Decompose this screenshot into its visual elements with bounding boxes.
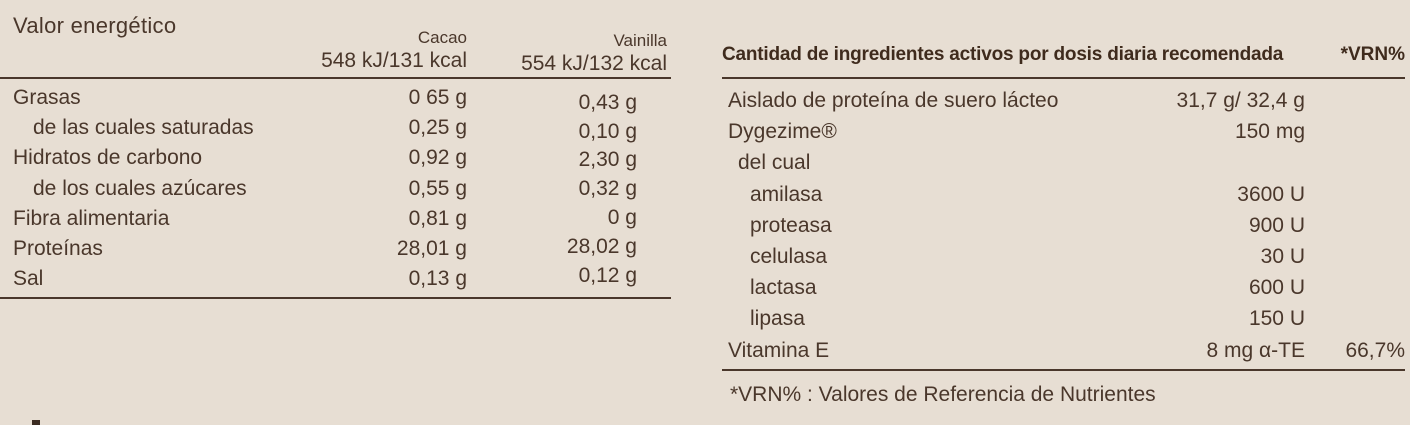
nutrient-label: Grasas bbox=[13, 86, 81, 109]
ingredient-amount: 31,7 g/ 32,4 g bbox=[1176, 89, 1305, 112]
column-header-vainilla: Vainilla 554 kJ/132 kcal bbox=[467, 31, 667, 77]
table-row: Vitamina E 8 mg α-TE 66,7% bbox=[722, 339, 1405, 367]
vainilla-value: 2,30 g bbox=[578, 148, 637, 171]
vainilla-value: 0 g bbox=[607, 206, 637, 229]
energy-value: 554 kJ/132 kcal bbox=[521, 52, 667, 75]
ingredient-label: lipasa bbox=[750, 307, 805, 330]
vainilla-value: 0,32 g bbox=[578, 177, 637, 200]
ingredient-amount: 8 mg α-TE bbox=[1206, 339, 1306, 362]
cacao-value: 0 65 g bbox=[408, 86, 467, 109]
table-row: Fibra alimentaria 0,81 g bbox=[0, 207, 467, 235]
vainilla-value: 0,43 g bbox=[578, 91, 637, 114]
cacao-value: 0,92 g bbox=[408, 146, 467, 169]
table-row: del cual bbox=[722, 151, 1405, 179]
vrn-footnote: *VRN% : Valores de Referencia de Nutrien… bbox=[730, 383, 1156, 406]
ingredient-label: del cual bbox=[738, 151, 811, 174]
table-row: Sal 0,13 g bbox=[0, 267, 467, 295]
vainilla-value: 0,10 g bbox=[578, 120, 637, 143]
nutrient-label: Hidratos de carbono bbox=[13, 146, 203, 169]
vainilla-value: 0,12 g bbox=[578, 264, 637, 287]
ingredient-label: Dygezime® bbox=[728, 120, 837, 143]
table-row: amilasa 3600 U bbox=[722, 183, 1405, 211]
flavor-name: Cacao bbox=[417, 28, 467, 47]
table-row: de los cuales azúcares 0,55 g bbox=[0, 177, 467, 205]
table-row: Dygezime® 150 mg bbox=[722, 120, 1405, 148]
table-row: de las cuales saturadas 0,25 g bbox=[0, 116, 467, 144]
ingredient-amount: 150 mg bbox=[1234, 120, 1305, 143]
table-row: Hidratos de carbono 0,92 g bbox=[0, 146, 467, 174]
nutrient-label: de los cuales azúcares bbox=[33, 177, 247, 200]
column-header-cacao: Cacao 548 kJ/131 kcal bbox=[267, 28, 467, 74]
cacao-value: 28,01 g bbox=[396, 237, 467, 260]
nutrient-label: de las cuales saturadas bbox=[33, 116, 254, 139]
ingredient-amount: 900 U bbox=[1248, 214, 1305, 237]
divider bbox=[722, 369, 1405, 371]
energy-value: 548 kJ/131 kcal bbox=[321, 49, 467, 72]
cut-off-text-fragment bbox=[32, 420, 40, 425]
cacao-value: 0,55 g bbox=[408, 177, 467, 200]
flavor-name: Vainilla bbox=[613, 31, 667, 50]
cacao-value: 0,13 g bbox=[408, 267, 467, 290]
ingredients-header-title: Cantidad de ingredientes activos por dos… bbox=[722, 44, 1284, 65]
table-row: Proteínas 28,01 g bbox=[0, 237, 467, 265]
ingredient-label: Aislado de proteína de suero lácteo bbox=[728, 89, 1059, 112]
nutrient-label: Fibra alimentaria bbox=[13, 207, 170, 230]
ingredient-amount: 150 U bbox=[1248, 307, 1305, 330]
nutrient-label: Sal bbox=[13, 267, 44, 290]
divider bbox=[0, 77, 671, 79]
cacao-value: 0,81 g bbox=[408, 207, 467, 230]
ingredient-label: Vitamina E bbox=[728, 339, 830, 362]
table-row: Aislado de proteína de suero lácteo 31,7… bbox=[722, 89, 1405, 117]
ingredient-label: celulasa bbox=[750, 245, 828, 268]
table-row: lactasa 600 U bbox=[722, 276, 1405, 304]
divider bbox=[0, 297, 671, 299]
table-row: proteasa 900 U bbox=[722, 214, 1405, 242]
energy-table-title: Valor energético bbox=[13, 13, 177, 38]
table-row: lipasa 150 U bbox=[722, 307, 1405, 335]
nutrient-label: Proteínas bbox=[13, 237, 103, 260]
cacao-value: 0,25 g bbox=[408, 116, 467, 139]
table-row: celulasa 30 U bbox=[722, 245, 1405, 273]
ingredient-amount: 600 U bbox=[1248, 276, 1305, 299]
table-row: Grasas 0 65 g bbox=[0, 86, 467, 114]
ingredient-amount: 30 U bbox=[1260, 245, 1305, 268]
ingredient-label: amilasa bbox=[750, 183, 823, 206]
vainilla-value: 28,02 g bbox=[566, 235, 637, 258]
vrn-column-header: *VRN% bbox=[1340, 44, 1405, 65]
ingredient-amount: 3600 U bbox=[1237, 183, 1305, 206]
ingredient-label: proteasa bbox=[750, 214, 832, 237]
divider bbox=[722, 77, 1405, 79]
ingredient-vrn: 66,7% bbox=[1345, 339, 1405, 362]
ingredients-table-header: Cantidad de ingredientes activos por dos… bbox=[722, 44, 1405, 68]
ingredient-label: lactasa bbox=[750, 276, 817, 299]
